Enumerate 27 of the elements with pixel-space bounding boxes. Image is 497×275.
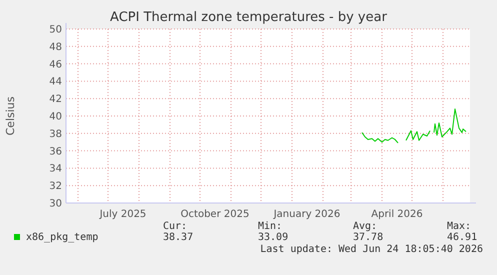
y-axis-title: Celsius [4, 96, 17, 136]
text: 46.91 [447, 232, 478, 243]
y-tick-label: 42 [49, 94, 62, 106]
text: Avg: [353, 221, 378, 232]
x-tick-label: October 2025 [180, 209, 250, 220]
legend-label: x86_pkg_temp [26, 232, 98, 243]
y-tick-label: 50 [49, 24, 62, 36]
y-tick-label: 48 [49, 42, 62, 53]
x-tick-label: April 2026 [371, 209, 423, 220]
text: Min: [258, 221, 282, 232]
y-tick-label: 32 [49, 181, 62, 192]
text: 38.37 [163, 232, 194, 243]
text: 33.09 [258, 232, 288, 243]
x-tick-label: July 2025 [98, 209, 146, 220]
text: 37.78 [353, 232, 384, 243]
text: Max: [447, 221, 472, 232]
y-tick-label: 34 [49, 164, 62, 175]
text: Last update: Wed Jun 24 18:05:40 2026 [260, 244, 483, 255]
y-tick-label: 38 [49, 128, 62, 140]
chart-title: ACPI Thermal zone temperatures - by year [110, 10, 388, 25]
y-tick-label: 46 [49, 59, 62, 70]
x-tick-label: January 2026 [272, 209, 340, 220]
y-tick-label: 30 [49, 198, 62, 210]
y-tick-label: 44 [49, 76, 62, 88]
text: Cur: [163, 221, 188, 232]
y-tick-label: 36 [49, 146, 62, 158]
y-tick-label: 40 [49, 112, 62, 122]
